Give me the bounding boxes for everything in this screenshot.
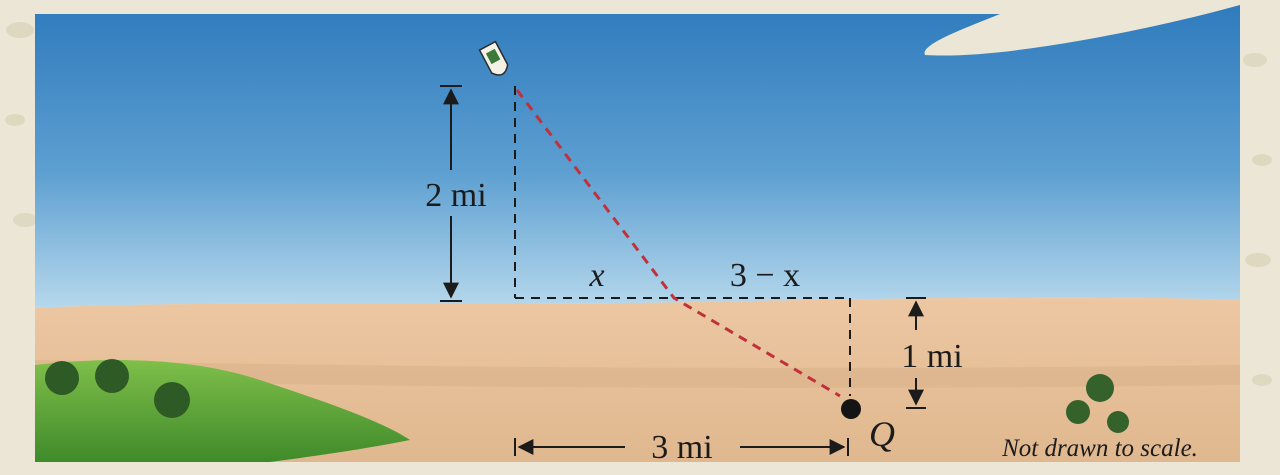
point-q-marker [841,399,861,419]
shore-segment-x-label: x [588,257,604,294]
water-area [35,5,1240,308]
shore-segment-rest-label: 3 − x [730,257,800,294]
horizontal-distance-label: 3 mi [651,429,712,466]
travel-path [515,89,841,398]
tree-icon [45,359,190,418]
sand-band [35,360,1240,388]
point-label: Q [869,414,895,454]
page-speckles [5,22,1272,386]
grass-hill [35,360,410,462]
scale-note: Not drawn to scale. [1001,435,1198,462]
tree-icon [1066,374,1129,433]
point-depth-label: 1 mi [901,338,962,375]
boat-height-label: 2 mi [425,177,486,214]
boat-icon [478,40,509,76]
